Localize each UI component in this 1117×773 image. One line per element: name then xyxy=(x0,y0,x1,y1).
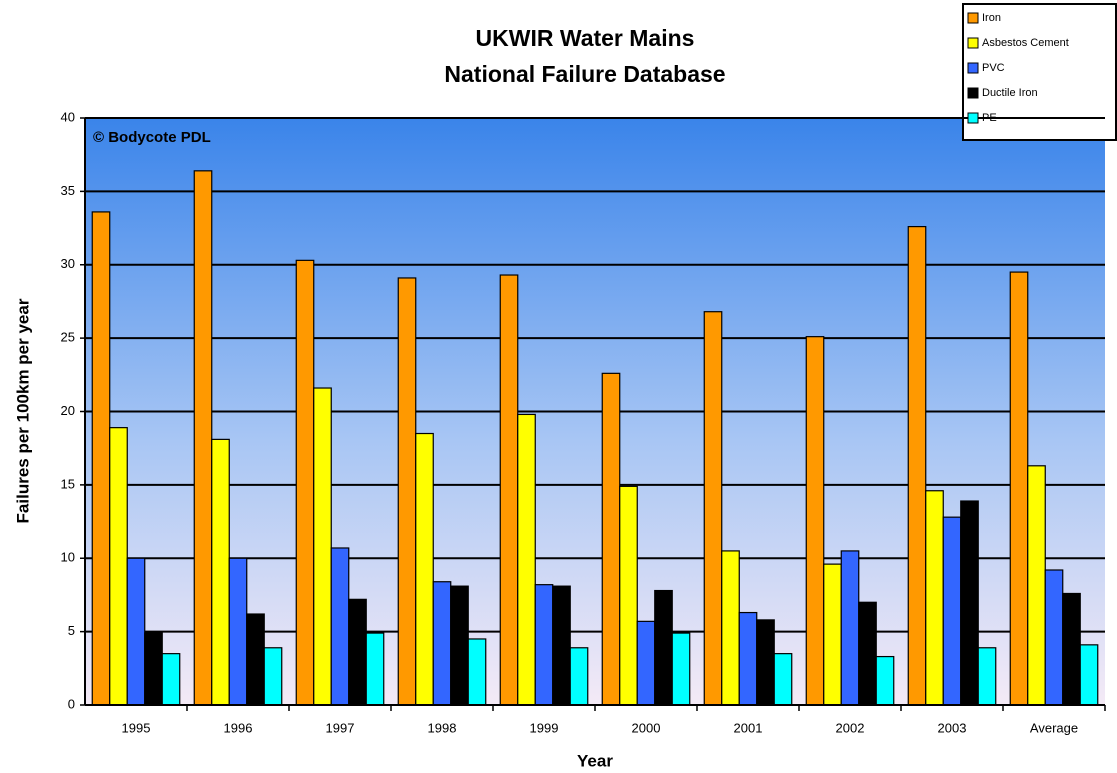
bar xyxy=(1009,271,1029,706)
bar xyxy=(925,490,944,706)
bar xyxy=(246,613,265,706)
bar xyxy=(499,274,519,706)
x-tick-label: 1995 xyxy=(122,720,151,735)
bar xyxy=(619,485,638,706)
bar xyxy=(109,427,128,706)
bar xyxy=(756,619,775,706)
bar xyxy=(601,372,621,706)
legend-label: Asbestos Cement xyxy=(982,37,1069,49)
bar xyxy=(193,170,213,706)
y-tick-label: 5 xyxy=(68,623,75,638)
bar xyxy=(805,336,825,706)
y-axis-label: Failures per 100km per year xyxy=(13,298,32,523)
bar xyxy=(263,647,283,706)
bar xyxy=(295,259,315,706)
annotation: © Bodycote PDL xyxy=(93,129,211,146)
bar xyxy=(211,438,230,706)
x-tick-label: 1999 xyxy=(530,720,559,735)
bar xyxy=(397,277,417,706)
legend-label: Iron xyxy=(982,12,1001,24)
legend-swatch xyxy=(967,112,979,124)
y-tick-label: 20 xyxy=(61,403,75,418)
x-tick-label: 1997 xyxy=(326,720,355,735)
bar xyxy=(875,655,895,706)
bar xyxy=(144,632,163,706)
bar xyxy=(432,581,452,706)
bar xyxy=(840,550,860,706)
bar xyxy=(654,589,673,706)
bar xyxy=(330,547,350,706)
y-tick-label: 35 xyxy=(61,183,75,198)
bar xyxy=(858,601,877,706)
y-tick-label: 25 xyxy=(61,330,75,345)
x-tick-label: 2002 xyxy=(836,720,865,735)
bar xyxy=(450,585,469,706)
legend-label: Ductile Iron xyxy=(982,87,1038,99)
bar xyxy=(1044,569,1064,706)
bar xyxy=(823,563,842,706)
chart-subtitle: National Failure Database xyxy=(444,61,725,87)
legend-swatch xyxy=(967,12,979,24)
bar xyxy=(517,413,536,706)
y-tick-label: 15 xyxy=(61,476,75,491)
bar xyxy=(365,632,385,706)
bar xyxy=(552,585,571,706)
bar xyxy=(415,432,434,706)
x-tick-label: 2001 xyxy=(734,720,763,735)
bar xyxy=(534,584,554,706)
bar xyxy=(907,225,927,706)
bar xyxy=(1027,465,1046,706)
y-tick-label: 30 xyxy=(61,256,75,271)
x-tick-label: 2000 xyxy=(632,720,661,735)
legend-label: PE xyxy=(982,112,997,124)
bar xyxy=(960,500,979,706)
bar xyxy=(91,211,111,706)
bar xyxy=(1079,644,1099,706)
legend-swatch xyxy=(967,37,979,49)
x-tick-label: Average xyxy=(1030,720,1078,735)
y-tick-label: 10 xyxy=(61,550,75,565)
bar xyxy=(703,311,723,706)
bar xyxy=(569,647,589,706)
bar xyxy=(467,638,487,706)
legend-label: PVC xyxy=(982,62,1005,74)
bar xyxy=(721,550,740,706)
bar xyxy=(773,653,793,706)
bar xyxy=(977,647,997,706)
bar xyxy=(636,620,656,706)
bar xyxy=(126,557,146,706)
x-tick-label: 1996 xyxy=(224,720,253,735)
x-tick-label: 2003 xyxy=(938,720,967,735)
y-tick-label: 40 xyxy=(61,109,75,124)
bar xyxy=(1062,592,1081,706)
legend-swatch xyxy=(967,87,979,99)
chart-title: UKWIR Water Mains xyxy=(476,25,695,51)
legend-swatch xyxy=(967,62,979,74)
bar xyxy=(228,557,248,706)
bar xyxy=(348,598,367,706)
y-tick-label: 0 xyxy=(68,696,75,711)
bar xyxy=(942,516,962,706)
x-tick-label: 1998 xyxy=(428,720,457,735)
bar xyxy=(313,387,332,706)
bar xyxy=(161,653,181,706)
x-axis-label: Year xyxy=(577,751,613,770)
bar xyxy=(738,611,758,706)
bar xyxy=(671,632,691,706)
